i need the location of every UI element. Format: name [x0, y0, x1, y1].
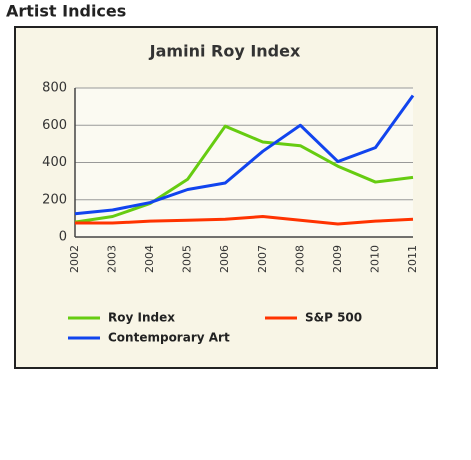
x-tick-label: 2002: [68, 245, 81, 273]
x-tick-label: 2006: [218, 245, 231, 273]
x-tick-label: 2011: [406, 245, 419, 273]
x-tick-label: 2004: [143, 245, 156, 273]
legend-label: Contemporary Art: [108, 331, 230, 345]
series-line: [74, 124, 414, 224]
y-tick-label: 600: [42, 118, 67, 133]
y-tick-label: 0: [59, 230, 67, 245]
x-tick-label: 2009: [331, 245, 344, 273]
y-tick-label: 200: [42, 192, 67, 207]
page-title: Artist Indices: [6, 2, 126, 21]
x-tick-label: 2003: [106, 245, 119, 273]
x-tick-label: 2005: [181, 245, 194, 273]
y-tick-label: 800: [42, 81, 67, 96]
y-tick-label: 400: [42, 155, 67, 170]
series-line: [74, 94, 415, 216]
x-tick-label: 2008: [293, 245, 306, 273]
legend-label: Roy Index: [108, 311, 175, 325]
x-tick-label: 2007: [256, 245, 269, 273]
legend-label: S&P 500: [305, 311, 362, 325]
x-tick-label: 2010: [368, 245, 381, 273]
series-line: [75, 215, 414, 226]
chart-title: Jamini Roy Index: [149, 42, 301, 61]
